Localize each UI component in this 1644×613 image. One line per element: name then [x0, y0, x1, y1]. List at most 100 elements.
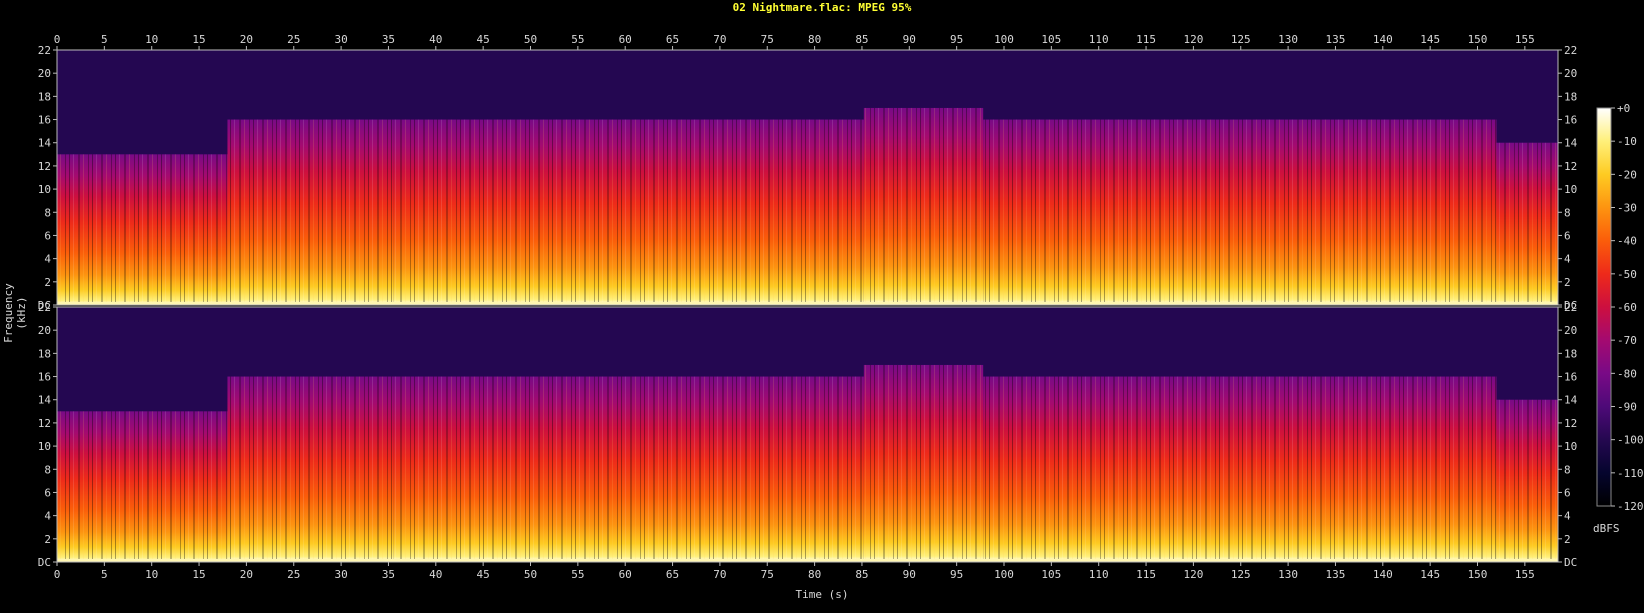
x-tick-label: 75 [761, 568, 774, 581]
x-tick-label-top: 5 [101, 33, 108, 46]
x-tick-label-top: 105 [1041, 33, 1061, 46]
y-tick-label-right: 2 [1564, 276, 1571, 289]
x-tick-label-top: 30 [334, 33, 347, 46]
channel-2-segment-2-texture [227, 376, 394, 562]
x-tick-label-top: 130 [1278, 33, 1298, 46]
colorbar: +0 -10 -20 -30 -40 -50 -60 -70 -80 -90 -100 -110 -12… [1596, 102, 1644, 513]
x-tick-label-top: 115 [1136, 33, 1156, 46]
y-tick-label: 12 [38, 160, 51, 173]
y-tick-label-right: 22 [1564, 301, 1577, 314]
x-tick-label: 155 [1515, 568, 1535, 581]
x-tick-label-top: 20 [240, 33, 253, 46]
x-tick-label: 125 [1231, 568, 1251, 581]
y-tick-label-right: 16 [1564, 371, 1577, 384]
y-tick-label-right: 8 [1564, 206, 1571, 219]
x-tick-label: 100 [994, 568, 1014, 581]
y-tick-label-right: 10 [1564, 440, 1577, 453]
y-tick-label-right: 18 [1564, 90, 1577, 103]
channel-2-frame [56, 306, 1559, 563]
y-tick-label: 18 [38, 347, 51, 360]
x-tick-label: 35 [382, 568, 395, 581]
y-tick-label-right: 6 [1564, 486, 1571, 499]
x-tick-label: 80 [808, 568, 821, 581]
y-tick-label: 2 [44, 533, 51, 546]
x-tick-label: 30 [334, 568, 347, 581]
x-tick-label: 50 [524, 568, 537, 581]
x-tick-label: 110 [1089, 568, 1109, 581]
colorbar-tick-label: -80 [1617, 367, 1637, 380]
y-tick-label-right: 4 [1564, 253, 1571, 266]
colorbar-tick-label: -110 [1617, 467, 1644, 480]
colorbar-tick-label: -30 [1617, 202, 1637, 215]
x-tick-label: 140 [1373, 568, 1393, 581]
x-tick-label-top: 75 [761, 33, 774, 46]
y-tick-label: 4 [44, 253, 51, 266]
plot-layer [57, 50, 1558, 562]
colorbar-tick-label: -120 [1617, 500, 1644, 513]
x-tick-label: 65 [666, 568, 679, 581]
colorbar-tick-label: -90 [1617, 401, 1637, 414]
x-tick-label: 45 [477, 568, 490, 581]
channel-1-frame [56, 49, 1559, 306]
x-tick-label-top: 65 [666, 33, 679, 46]
y-axis-label: Frequency (kHz) [2, 283, 28, 343]
y-tick-label-right: 14 [1564, 394, 1578, 407]
x-tick-label: 135 [1326, 568, 1346, 581]
colorbar-tick-label: -40 [1617, 235, 1637, 248]
channel-1-segment-5-texture [983, 119, 1497, 305]
x-tick-label-top: 40 [429, 33, 442, 46]
x-tick-label: 85 [855, 568, 868, 581]
colorbar-gradient [1596, 107, 1612, 507]
x-tick-label: 105 [1041, 568, 1061, 581]
channel-2-segment-3-texture [393, 376, 864, 562]
x-tick-label-top: 0 [54, 33, 61, 46]
y-tick-label-right: 10 [1564, 183, 1577, 196]
colorbar-tick-label: -50 [1617, 268, 1637, 281]
x-tick-label: 145 [1420, 568, 1440, 581]
x-tick-label: 5 [101, 568, 108, 581]
y-tick-label: 20 [38, 324, 51, 337]
x-tick-label: 150 [1468, 568, 1488, 581]
x-tick-label-top: 120 [1183, 33, 1203, 46]
y-tick-label: 22 [38, 44, 51, 57]
x-tick-label-top: 140 [1373, 33, 1393, 46]
channel-1-segment-3-texture [393, 119, 864, 305]
y-tick-label: 14 [38, 137, 52, 150]
x-tick-label-top: 150 [1468, 33, 1488, 46]
channel-1-segment-2-texture [227, 119, 394, 305]
x-tick-label: 130 [1278, 568, 1298, 581]
x-tick-label-top: 10 [145, 33, 158, 46]
y-tick-label-right: 16 [1564, 114, 1577, 127]
x-tick-label-top: 35 [382, 33, 395, 46]
x-tick-label-top: 55 [571, 33, 584, 46]
channel-1-segment-6-texture [1496, 142, 1558, 305]
x-tick-label: 0 [54, 568, 61, 581]
x-tick-label-top: 125 [1231, 33, 1251, 46]
channel-1-dc-band [57, 302, 1558, 305]
x-tick-label-top: 85 [855, 33, 868, 46]
x-tick-label: 25 [287, 568, 300, 581]
y-tick-label: 2 [44, 276, 51, 289]
x-tick-label-top: 15 [192, 33, 205, 46]
x-tick-label-top: 95 [950, 33, 963, 46]
colorbar-tick-label: +0 [1617, 102, 1630, 115]
colorbar-tick-label: -70 [1617, 334, 1637, 347]
y-tick-label-right: 12 [1564, 417, 1577, 430]
y-tick-label-right: 20 [1564, 324, 1577, 337]
y-tick-label: 16 [38, 371, 51, 384]
y-tick-label-right: DC [1564, 556, 1577, 569]
x-tick-label: 90 [903, 568, 916, 581]
x-tick-label-top: 155 [1515, 33, 1535, 46]
y-tick-label-right: 12 [1564, 160, 1577, 173]
y-tick-label-right: DC [1564, 299, 1577, 312]
channel-1-segment-4-texture [863, 107, 984, 305]
y-tick-label: 18 [38, 90, 51, 103]
y-tick-label: 8 [44, 206, 51, 219]
x-tick-label: 95 [950, 568, 963, 581]
x-tick-label-top: 90 [903, 33, 916, 46]
x-tick-label-top: 25 [287, 33, 300, 46]
x-tick-label: 115 [1136, 568, 1156, 581]
colorbar-tick-label: -20 [1617, 168, 1637, 181]
